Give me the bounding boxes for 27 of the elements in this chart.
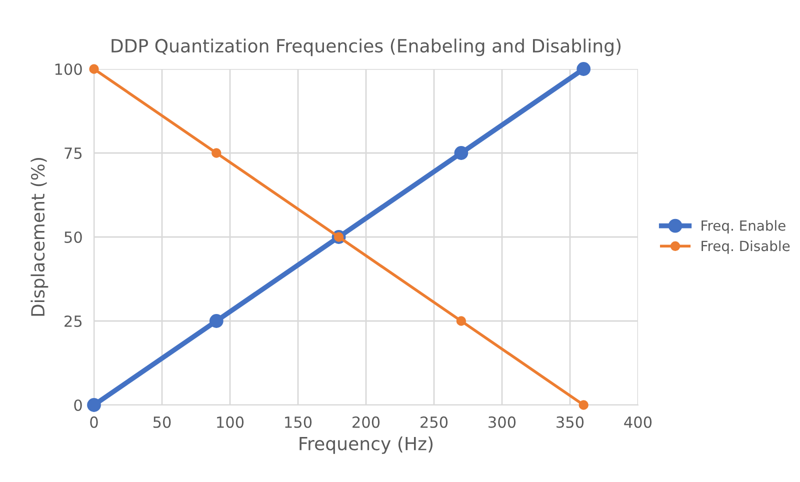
legend-label: Freq. Enable [702,220,786,234]
y-tick-label: 50 [64,231,82,244]
y-tick-label: 100 [55,63,82,76]
point [578,400,588,410]
x-axis-title: Frequency (Hz) [300,436,433,454]
y-axis-title: Displacement (%) [30,158,48,316]
chart-title: DDP Quantization Frequencies (Enabeling and Disabling) [112,38,621,56]
point [212,148,222,158]
y-tick-label: 25 [64,315,82,328]
point [209,314,224,328]
x-tick-label: 250 [420,416,448,428]
x-tick-label: 50 [153,416,171,428]
x-tick-label: 400 [624,416,652,428]
x-tick-label: 300 [488,416,516,428]
point [454,146,468,160]
point [87,398,101,412]
x-tick-label: 0 [90,416,98,428]
point [576,62,591,76]
x-tick-label: 100 [217,416,244,428]
x-tick-label: 350 [556,416,584,428]
x-tick-label: 200 [352,416,380,428]
point [89,64,99,74]
x-tick-label: 150 [285,416,312,428]
legend-label: Freq. Disable [702,240,790,254]
y-tick-label: 75 [64,148,82,160]
y-tick-label: 0 [74,399,82,412]
point [456,316,466,326]
